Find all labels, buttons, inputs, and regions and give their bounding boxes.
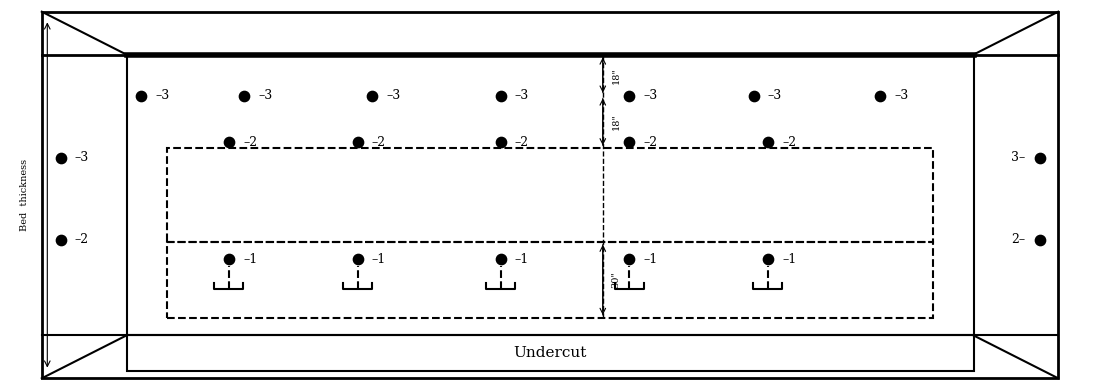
Text: 30": 30" (612, 271, 620, 288)
Polygon shape (42, 12, 127, 378)
Point (220, 139, 238, 145)
Text: –2: –2 (644, 136, 658, 149)
Text: –1: –1 (644, 253, 658, 266)
Point (235, 92, 253, 99)
Text: –3: –3 (75, 151, 89, 165)
Point (349, 139, 366, 145)
Point (1031, 155, 1048, 161)
Point (52, 155, 69, 161)
Text: –3: –3 (386, 89, 400, 102)
Point (492, 256, 509, 262)
Bar (167, 242, 933, 318)
Point (871, 92, 889, 99)
Point (132, 92, 150, 99)
Point (620, 92, 638, 99)
Text: 3–: 3– (1011, 151, 1025, 165)
Text: Undercut: Undercut (514, 346, 586, 360)
Polygon shape (974, 12, 1058, 378)
Text: –3: –3 (155, 89, 169, 102)
Text: Bed  thickness: Bed thickness (20, 159, 29, 231)
Text: –2: –2 (372, 136, 386, 149)
Point (759, 256, 777, 262)
Point (349, 256, 366, 262)
Polygon shape (42, 12, 1058, 55)
Text: –1: –1 (243, 253, 257, 266)
Point (52, 237, 69, 243)
Text: –3: –3 (768, 89, 782, 102)
Point (363, 92, 381, 99)
Point (492, 139, 509, 145)
Bar (167, 148, 933, 242)
Text: –2: –2 (243, 136, 257, 149)
Text: –3: –3 (515, 89, 529, 102)
Text: –3: –3 (644, 89, 658, 102)
Point (492, 92, 509, 99)
Text: –2: –2 (75, 233, 89, 246)
Point (745, 92, 762, 99)
Text: –2: –2 (515, 136, 529, 149)
Text: 18": 18" (612, 67, 620, 83)
Text: –3: –3 (894, 89, 909, 102)
Text: 2–: 2– (1011, 233, 1025, 246)
Polygon shape (42, 370, 1058, 378)
Text: 18": 18" (612, 113, 620, 130)
Point (759, 139, 777, 145)
Polygon shape (126, 55, 974, 335)
Text: –1: –1 (372, 253, 386, 266)
Point (620, 256, 638, 262)
Text: –1: –1 (515, 253, 529, 266)
Bar (126, 335, 974, 370)
Text: –1: –1 (782, 253, 796, 266)
Text: –2: –2 (782, 136, 796, 149)
Point (1031, 237, 1048, 243)
Point (220, 256, 238, 262)
Text: –3: –3 (258, 89, 273, 102)
Point (620, 139, 638, 145)
